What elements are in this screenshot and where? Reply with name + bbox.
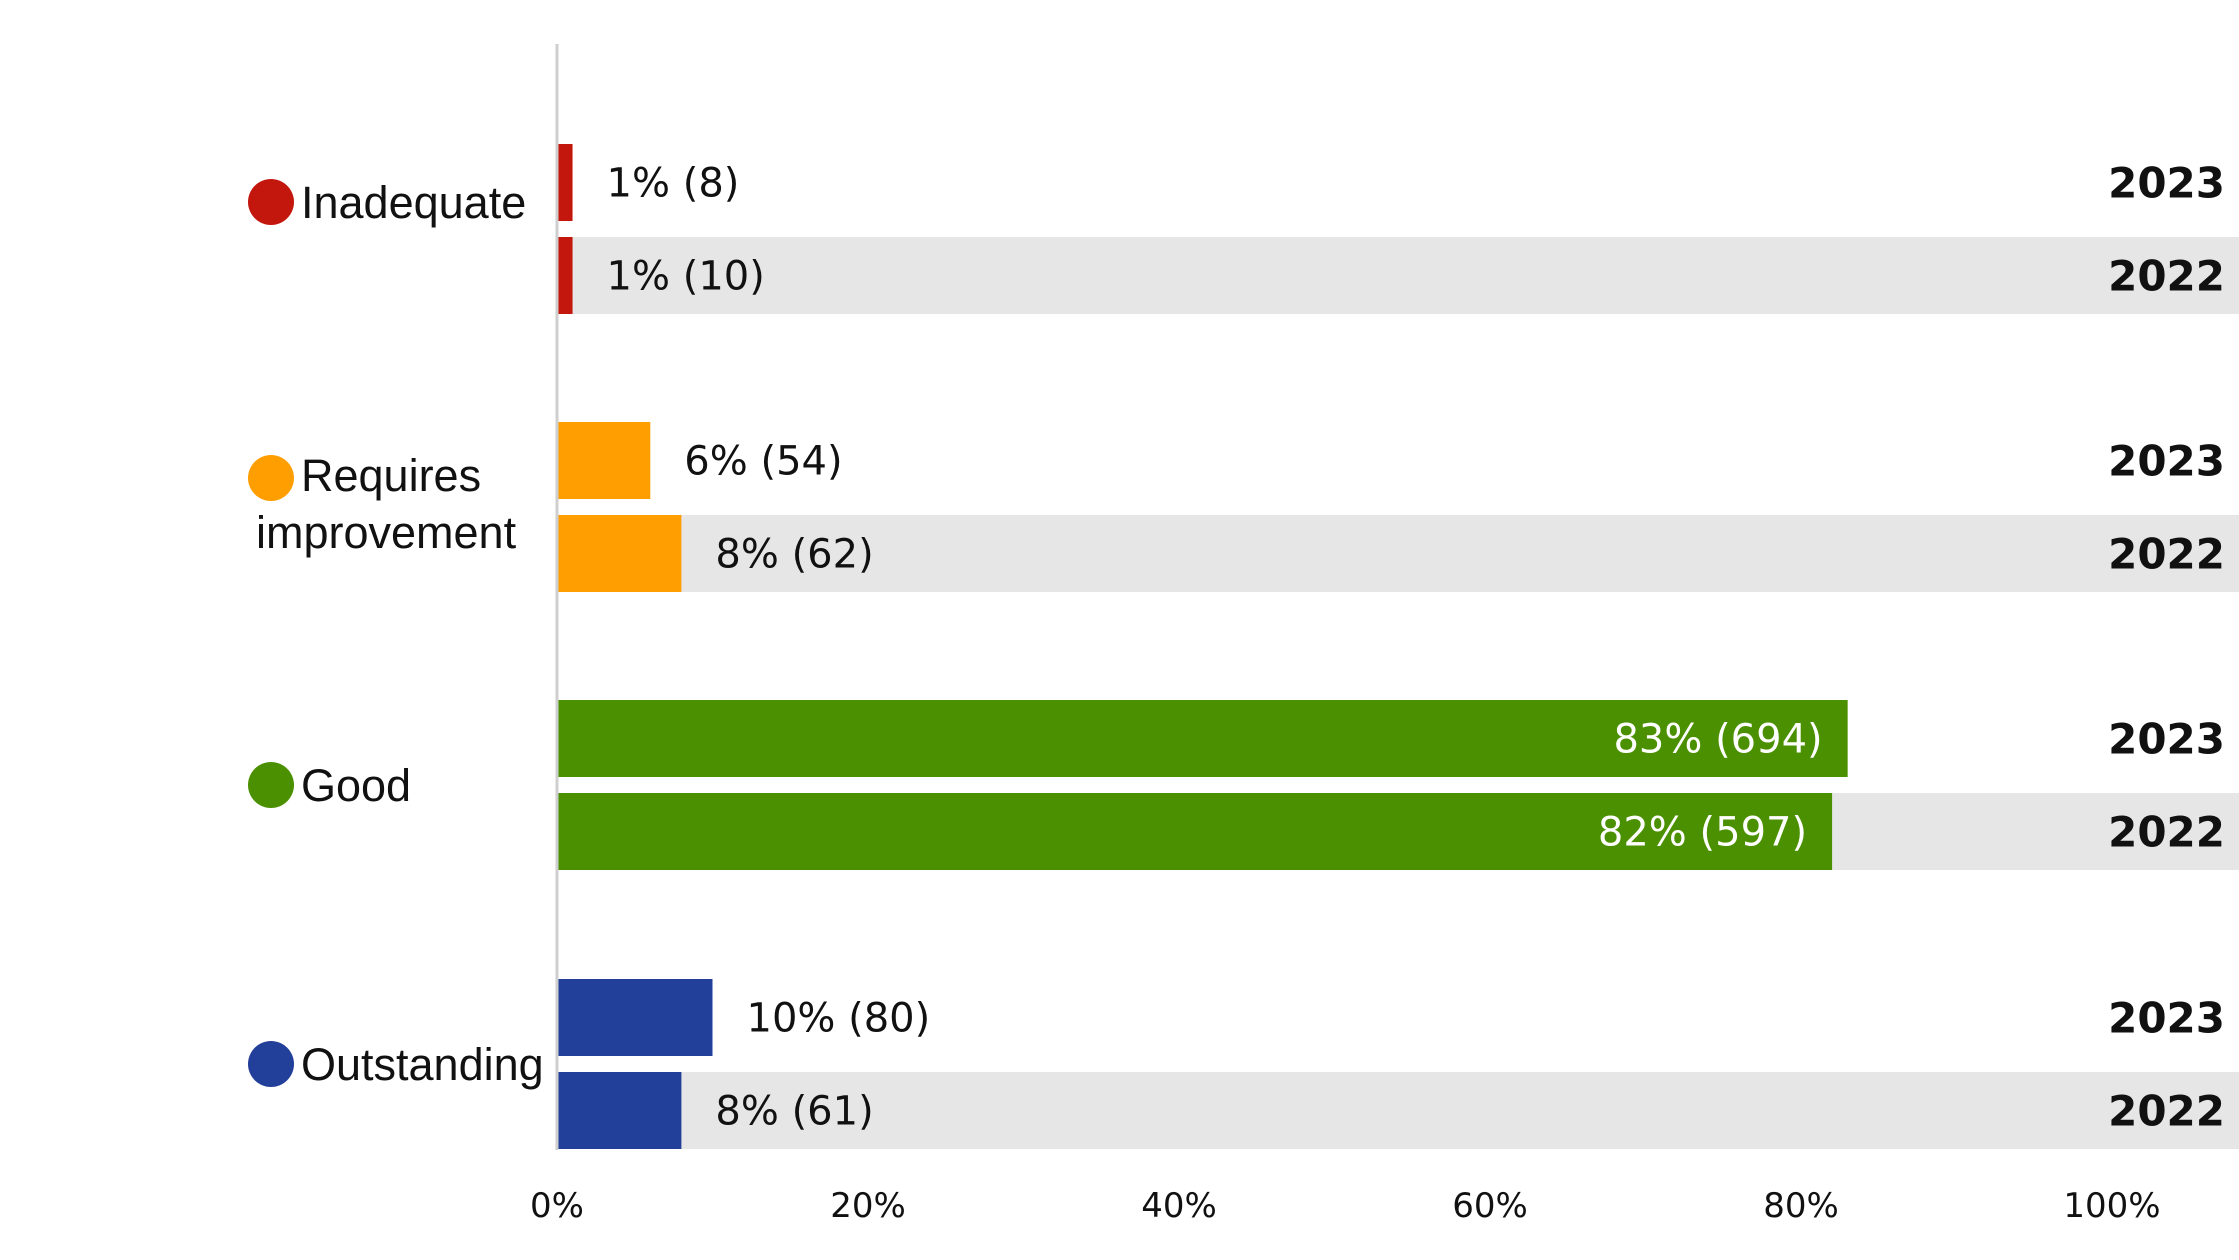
category-label-inadequate: Inadequate [301, 177, 526, 228]
bar-good-2023 [557, 700, 1848, 777]
x-tick-label-0: 0% [530, 1186, 584, 1226]
x-tick-label-2: 40% [1141, 1186, 1217, 1226]
value-label-outstanding-2023: 10% (80) [747, 996, 931, 1042]
bar-outstanding-2022 [557, 1072, 682, 1149]
outstanding-legend-dot [248, 1041, 294, 1087]
category-label-requires-improvement-line-1: Requires [301, 450, 481, 501]
year-label-good-2023: 2023 [2108, 715, 2225, 764]
bar-inadequate-2023 [557, 144, 573, 221]
bar-requires-improvement-2023 [557, 422, 651, 499]
category-label-good: Good [301, 760, 411, 811]
x-tick-label-3: 60% [1452, 1186, 1528, 1226]
value-label-requires-improvement-2023: 6% (54) [684, 439, 842, 485]
value-label-inadequate-2022: 1% (10) [607, 254, 765, 300]
good-legend-dot [248, 762, 294, 808]
year-label-inadequate-2022: 2022 [2108, 252, 2225, 301]
bar-inadequate-2022 [557, 237, 573, 314]
year-label-requires-improvement-2022: 2022 [2108, 530, 2225, 579]
band-requires-improvement-2022 [557, 515, 2239, 592]
category-label-requires-improvement-line-2: improvement [256, 507, 517, 558]
x-axis-tick-labels: 0% 20% 40% 60% 80% 100% [530, 1186, 2161, 1226]
category-label-outstanding: Outstanding [301, 1039, 544, 1090]
year-label-inadequate-2023: 2023 [2108, 159, 2225, 208]
bars [557, 144, 1848, 1149]
year-label-requires-improvement-2023: 2023 [2108, 437, 2225, 486]
value-label-good-2022: 82% (597) [1598, 810, 1807, 856]
year-label-good-2022: 2022 [2108, 808, 2225, 857]
requires-improvement-legend-dot [248, 455, 294, 501]
bar-requires-improvement-2022 [557, 515, 682, 592]
band-outstanding-2022 [557, 1072, 2239, 1149]
year-label-outstanding-2023: 2023 [2108, 994, 2225, 1043]
x-tick-label-4: 80% [1763, 1186, 1839, 1226]
bar-good-2022 [557, 793, 1833, 870]
inadequate-legend-dot [248, 179, 294, 225]
x-tick-label-5: 100% [2063, 1186, 2160, 1226]
value-label-outstanding-2022: 8% (61) [715, 1089, 873, 1135]
category-labels: Inadequate Requires improvement Good Outstan… [248, 177, 544, 1090]
value-label-requires-improvement-2022: 8% (62) [715, 532, 873, 578]
year-labels: 2023 2022 2023 2022 2023 2022 2023 2022 [2108, 159, 2225, 1136]
row-bands [557, 237, 2239, 1149]
x-tick-label-1: 20% [830, 1186, 906, 1226]
year-label-outstanding-2022: 2022 [2108, 1087, 2225, 1136]
value-labels: 1% (8) 1% (10) 6% (54) 8% (62) 83% (694) 82% … [607, 161, 1823, 1135]
bar-outstanding-2023 [557, 979, 713, 1056]
value-label-good-2023: 83% (694) [1613, 717, 1822, 763]
value-label-inadequate-2023: 1% (8) [607, 161, 740, 207]
band-inadequate-2022 [557, 237, 2239, 314]
